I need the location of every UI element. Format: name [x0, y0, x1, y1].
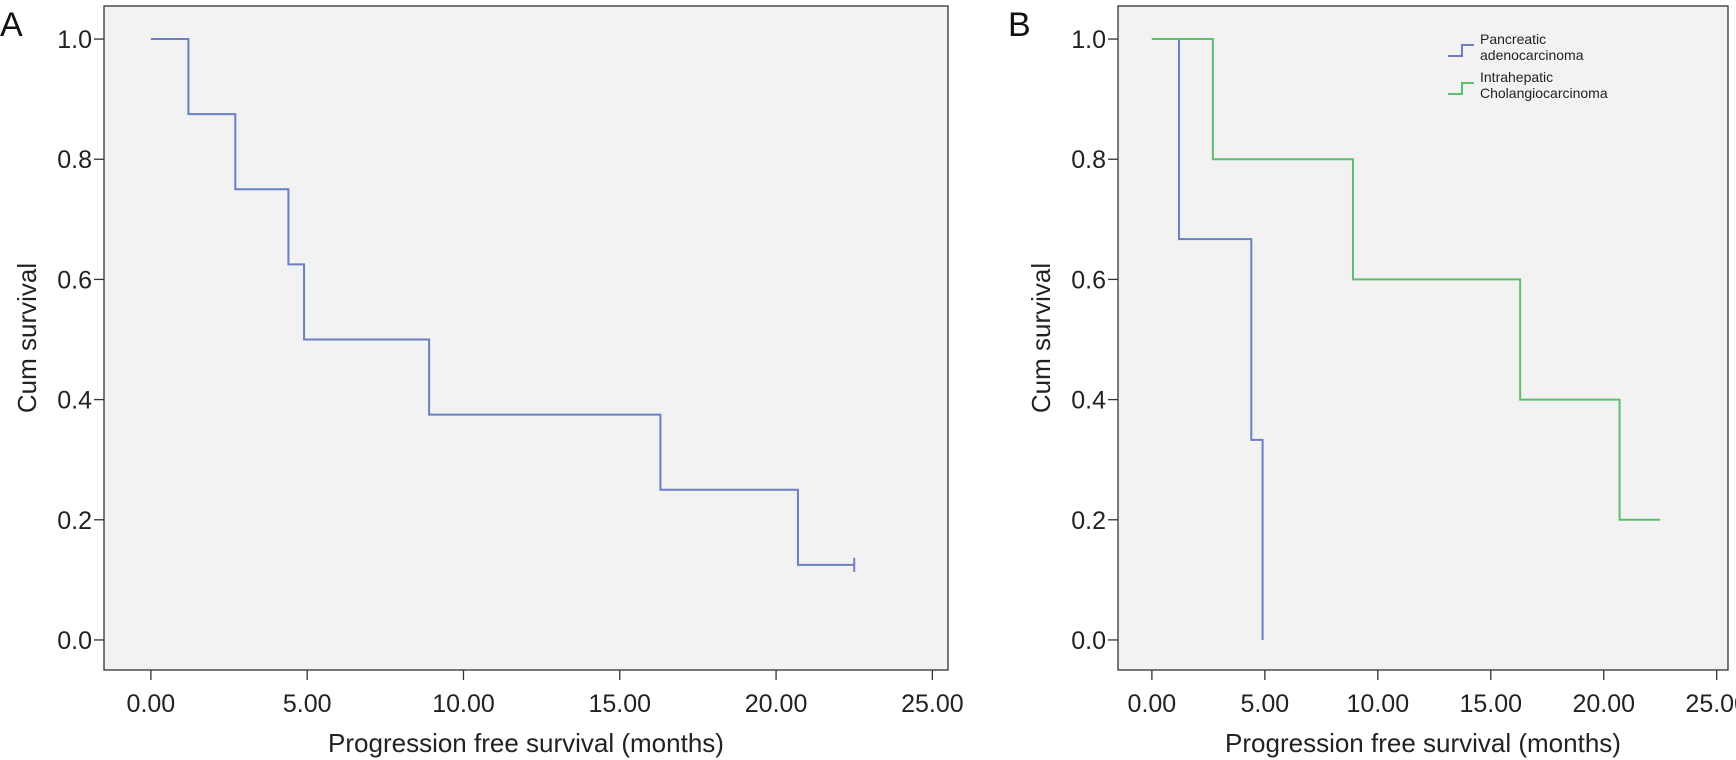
y-tick-label: 0.8: [57, 146, 92, 174]
x-tick-label: 20.00: [1572, 690, 1635, 718]
survival-curve-1: [150, 38, 855, 566]
x-tick-label: 25.00: [901, 690, 964, 718]
x-axis-label: Progression free survival (months): [1225, 728, 1621, 758]
y-tick-label: 1.0: [57, 26, 92, 54]
panel-label: A: [0, 6, 23, 44]
y-tick-label: 0.0: [1071, 627, 1106, 655]
x-tick-label: 15.00: [1459, 690, 1522, 718]
x-tick-label: 5.00: [1241, 690, 1290, 718]
plot-area: [1117, 5, 1729, 671]
x-tick-label: 0.00: [127, 690, 176, 718]
chart-panel-b: B 0.00 5.00 10.00 15.00 20.00 25.00 0.0 0.2 0.4 0.…: [1008, 5, 1736, 758]
chart-panel-a: A 0.00 5.00 10.00 15.00 20.00 25.00 0.0 0.2 0.4 0.…: [0, 5, 964, 758]
y-tick-label: 0.4: [57, 387, 92, 415]
panel-label: B: [1008, 6, 1031, 44]
x-axis-label: Progression free survival (months): [328, 728, 724, 758]
legend-label: Pancreatic: [1480, 31, 1546, 47]
y-tick-label: 0.0: [57, 627, 92, 655]
y-tick-label: 0.4: [1071, 387, 1106, 415]
legend-symbol: [1448, 44, 1474, 57]
x-tick-label: 10.00: [1347, 690, 1410, 718]
legend-label: Cholangiocarcinoma: [1480, 85, 1608, 101]
plot-area: [103, 5, 949, 671]
x-tick-label: 5.00: [283, 690, 332, 718]
survival-curve-2: [1151, 38, 1661, 521]
legend-symbol: [1448, 82, 1474, 95]
y-axis-label: Cum survival: [12, 263, 42, 413]
y-tick-label: 0.6: [1071, 266, 1106, 294]
legend-label: Intrahepatic: [1480, 69, 1553, 85]
legend-label: adenocarcinoma: [1480, 47, 1584, 63]
x-tick-label: 20.00: [745, 690, 808, 718]
y-tick-label: 1.0: [1071, 26, 1106, 54]
x-tick-label: 25.00: [1685, 690, 1736, 718]
x-tick-label: 15.00: [588, 690, 651, 718]
x-tick-label: 10.00: [432, 690, 495, 718]
y-tick-label: 0.8: [1071, 146, 1106, 174]
x-tick-label: 0.00: [1128, 690, 1177, 718]
y-axis-label: Cum survival: [1026, 263, 1056, 413]
y-tick-label: 0.2: [1071, 507, 1106, 535]
y-tick-label: 0.6: [57, 266, 92, 294]
y-tick-label: 0.2: [57, 507, 92, 535]
